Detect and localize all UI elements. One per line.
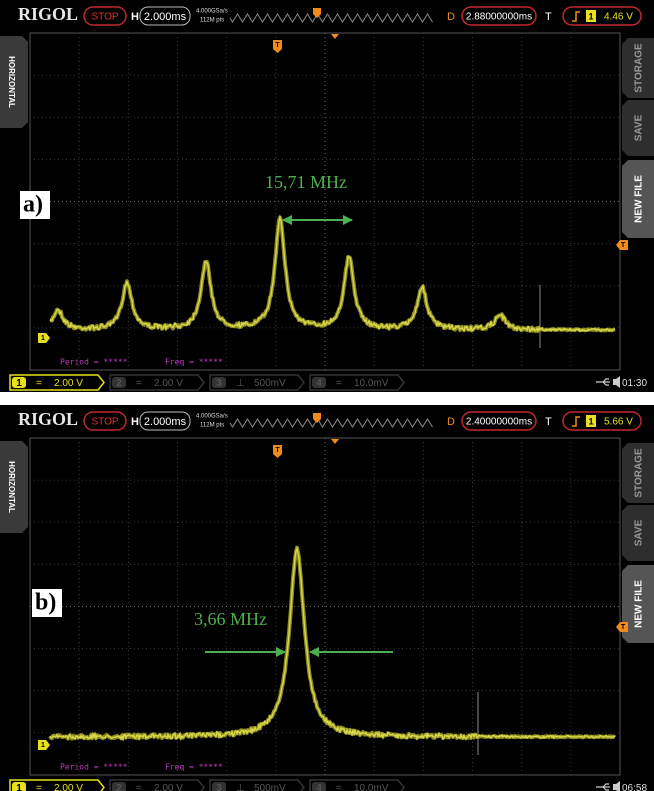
screenshots: RIGOL STOP H 2.000ms 4.000GSa/s 112M pts D 2.88… — [0, 0, 654, 791]
trigger-time-marker-label: T — [275, 42, 280, 49]
right-tab-label: STORAGE — [634, 448, 645, 498]
channel-scale: 2.00 V — [154, 378, 183, 389]
scope-panel: RIGOL STOP H 2.000ms 4.000GSa/s 112M pts D 2.40… — [0, 405, 654, 791]
channel-scale: 500mV — [254, 378, 286, 389]
timebase: 2.000ms — [144, 11, 187, 23]
delay: 2.40000000ms — [466, 417, 532, 428]
channel-scale: 10.0mV — [354, 783, 389, 791]
channel-number: 4 — [316, 783, 322, 791]
channel-number: 3 — [216, 783, 222, 791]
measure-period: Period = ***** — [60, 358, 128, 367]
channel-scale: 500mV — [254, 783, 286, 791]
channel-coupling: = — [136, 783, 142, 791]
left-tab-label: HORIZONTAL — [7, 461, 16, 513]
trigger-level-marker-label: T — [621, 624, 626, 631]
panel-label: b) — [35, 590, 56, 616]
panel-label: a) — [23, 192, 43, 218]
channel-scale: 10.0mV — [354, 378, 389, 389]
channel-scale: 2.00 V — [154, 783, 183, 791]
delay: 2.88000000ms — [466, 12, 532, 23]
left-tab-label: HORIZONTAL — [7, 56, 16, 108]
h-label: H — [131, 416, 139, 428]
t-label: T — [545, 416, 552, 428]
trigger-level-marker-label: T — [621, 242, 626, 249]
brand: RIGOL — [18, 409, 78, 429]
clock: 06:58 — [622, 783, 647, 791]
brand: RIGOL — [18, 4, 78, 24]
trigger-level: 4.46 V — [604, 12, 633, 23]
channel-number: 1 — [16, 783, 22, 791]
page: {"panels": [ {"label": "a)", "annotation… — [0, 0, 654, 791]
channel-number: 3 — [216, 378, 222, 389]
status: STOP — [91, 417, 118, 428]
right-tab-label: STORAGE — [634, 43, 645, 93]
timebase: 2.000ms — [144, 416, 187, 428]
right-tab-label: NEW FILE — [634, 175, 645, 223]
scope-background — [0, 0, 654, 392]
annotation: 3,66 MHz — [194, 609, 267, 629]
trigger-source: 1 — [588, 416, 593, 426]
annotation: 15,71 MHz — [265, 172, 347, 192]
t-label: T — [545, 11, 552, 23]
right-tab-label: SAVE — [634, 114, 645, 141]
right-tab-label: NEW FILE — [634, 580, 645, 628]
d-label: D — [447, 416, 455, 428]
clock: 01:30 — [622, 378, 647, 389]
channel-coupling: = — [336, 378, 342, 389]
channel-marker-label: 1 — [41, 742, 45, 749]
channel-number: 1 — [16, 378, 22, 389]
channel-marker-label: 1 — [41, 335, 45, 342]
channel-scale: 2.00 V — [54, 378, 83, 389]
channel-coupling: = — [36, 783, 42, 791]
channel-number: 4 — [316, 378, 322, 389]
h-label: H — [131, 11, 139, 23]
channel-coupling: = — [336, 783, 342, 791]
scope-panel: RIGOL STOP H 2.000ms 4.000GSa/s 112M pts D 2.88… — [0, 0, 654, 392]
channel-coupling: ⊥ — [236, 783, 245, 791]
right-tab-label: SAVE — [634, 519, 645, 546]
channel-coupling: = — [136, 378, 142, 389]
measure-period: Period = ***** — [60, 763, 128, 772]
measure-freq: Freq = ***** — [165, 763, 223, 772]
sample-rate: 4.000GSa/s — [196, 414, 228, 420]
channel-scale: 2.00 V — [54, 783, 83, 791]
memory-depth: 112M pts — [200, 18, 224, 24]
channel-coupling: ⊥ — [236, 378, 245, 389]
channel-number: 2 — [116, 783, 122, 791]
channel-coupling: = — [36, 378, 42, 389]
sample-rate: 4.000GSa/s — [196, 9, 228, 15]
memory-depth: 112M pts — [200, 423, 224, 429]
status: STOP — [91, 12, 118, 23]
trigger-source: 1 — [588, 11, 593, 21]
d-label: D — [447, 11, 455, 23]
trigger-level: 5.66 V — [604, 417, 633, 428]
trigger-time-marker-label: T — [275, 447, 280, 454]
measure-freq: Freq = ***** — [165, 358, 223, 367]
channel-number: 2 — [116, 378, 122, 389]
